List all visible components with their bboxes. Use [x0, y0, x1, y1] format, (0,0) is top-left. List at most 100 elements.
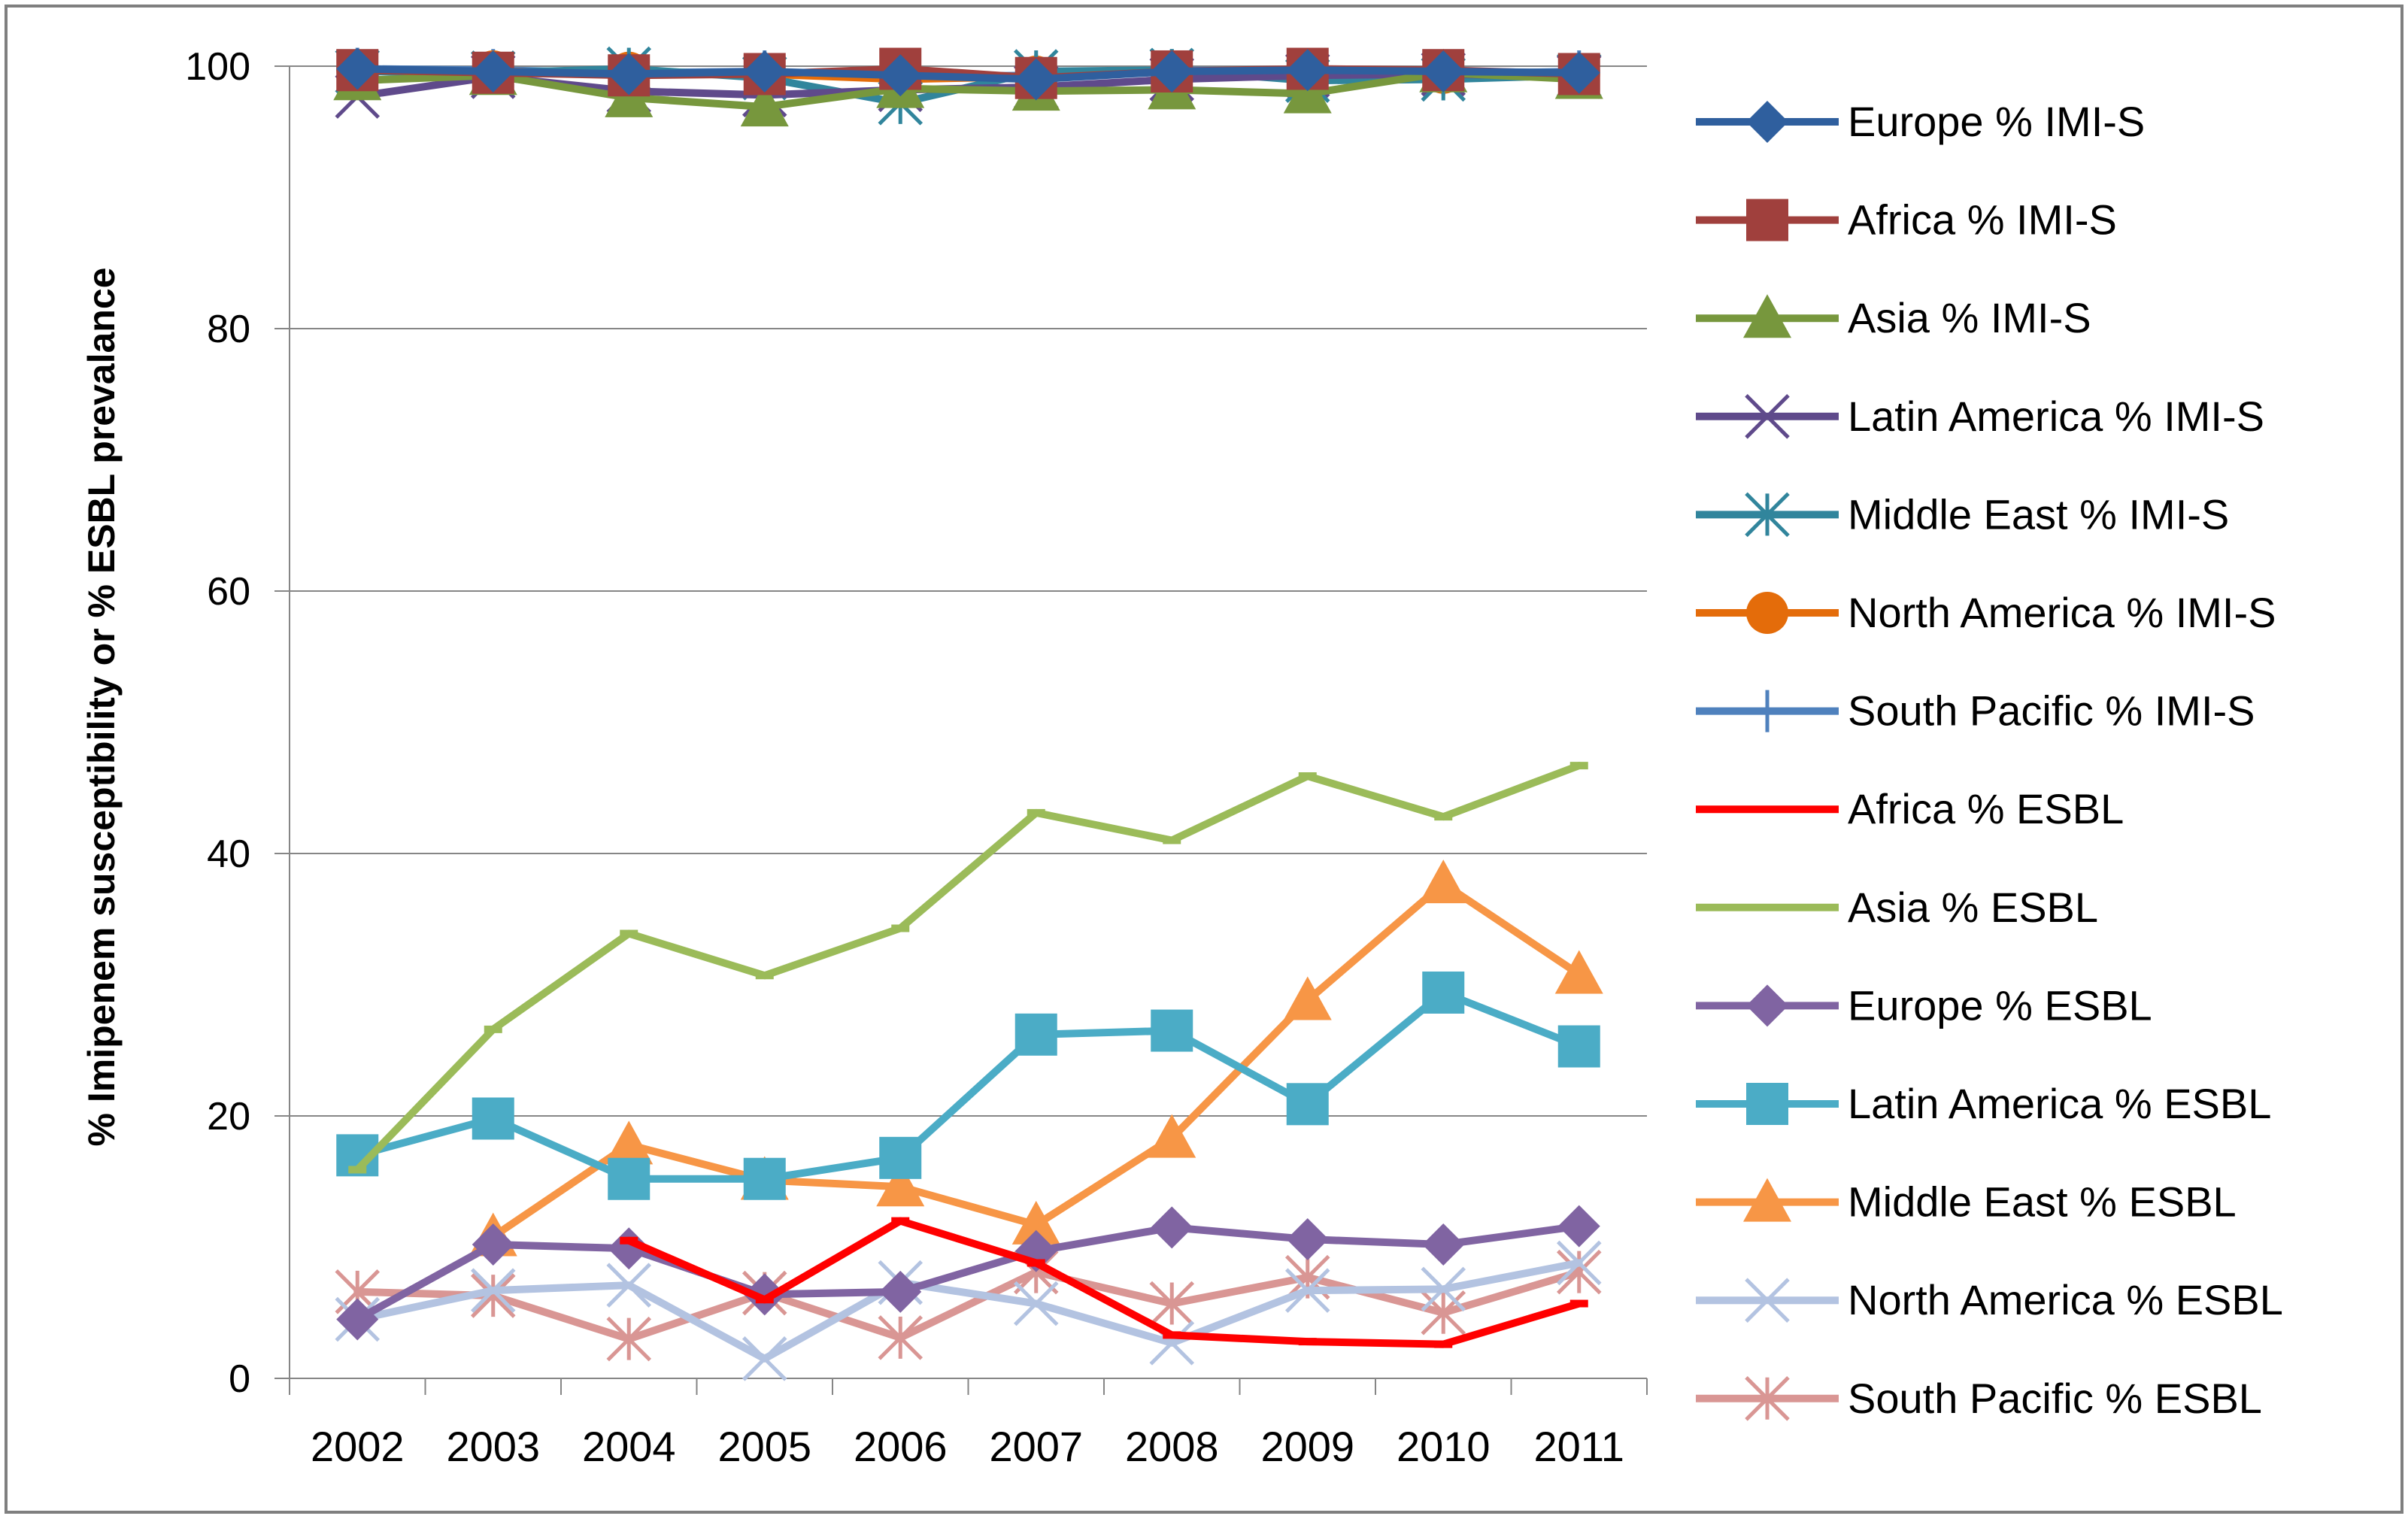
legend-marker [1745, 492, 1790, 538]
series-europe-esbl [336, 1205, 1600, 1341]
data-point [1557, 1025, 1600, 1068]
data-point [336, 47, 379, 90]
legend-entry: Asia % ESBL [1696, 884, 2098, 931]
data-point [1149, 1281, 1195, 1326]
data-point [876, 1163, 925, 1207]
x-tick-label-2006: 2006 [854, 1423, 948, 1470]
data-point [879, 1270, 922, 1313]
data-point [1283, 976, 1332, 1020]
legend-label: Latin America % ESBL [1848, 1080, 2271, 1127]
y-tick-label: 0 [229, 1357, 250, 1401]
legend-entry: Asia % IMI-S [1696, 294, 2091, 341]
data-point [1284, 1268, 1330, 1313]
data-point [743, 50, 786, 92]
data-point [740, 83, 789, 127]
data-point [1286, 1083, 1329, 1126]
data-point [1421, 1266, 1466, 1312]
y-tick-label: 20 [207, 1095, 250, 1138]
data-point [1554, 950, 1603, 994]
data-point [1557, 51, 1600, 94]
y-tick-label: 100 [185, 45, 250, 89]
series-line [353, 762, 1583, 1174]
data-point [1014, 58, 1057, 101]
data-point [879, 54, 922, 97]
legend-entry: Africa % IMI-S [1696, 196, 2117, 244]
chart-border [5, 5, 2403, 1514]
data-point [1286, 49, 1329, 92]
x-tick-label-2009: 2009 [1260, 1423, 1354, 1470]
data-point [1151, 1009, 1193, 1052]
legend-label: South Pacific % ESBL [1848, 1375, 2262, 1422]
x-tick-label-2002: 2002 [311, 1423, 405, 1470]
data-point [1011, 1200, 1060, 1245]
legend-label: Asia % ESBL [1848, 884, 2098, 931]
legend-marker [1746, 1083, 1788, 1125]
data-point [1557, 1205, 1600, 1248]
data-point [608, 1227, 651, 1270]
data-point [879, 1136, 922, 1179]
y-tick-label: 80 [207, 308, 250, 351]
series-line [353, 1268, 1583, 1343]
legend-marker [1743, 1178, 1791, 1222]
legend-marker [1746, 690, 1788, 732]
data-point [1556, 1240, 1602, 1286]
legend-label: Europe % ESBL [1848, 981, 2152, 1029]
series-asia-esbl [348, 762, 1588, 1174]
series-africa-esbl [620, 1217, 1588, 1348]
series-line [353, 68, 1583, 111]
data-point [606, 1263, 652, 1308]
legend-entry: Latin America % IMI-S [1696, 393, 2264, 440]
legend-marker [1746, 984, 1788, 1027]
legend-marker [1745, 1376, 1790, 1421]
data-point [1286, 1218, 1329, 1261]
legend-entry: Latin America % ESBL [1696, 1080, 2271, 1127]
legend-entry: Middle East % IMI-S [1696, 490, 2229, 538]
legend-entry: Europe % ESBL [1696, 981, 2152, 1029]
data-point [470, 1273, 516, 1318]
x-tick-label-2008: 2008 [1125, 1423, 1219, 1470]
series-latin-america-esbl [336, 971, 1600, 1200]
series-line [353, 1222, 1583, 1323]
y-axis-label: % Imipenem susceptibility or % ESBL prev… [80, 268, 123, 1147]
legend-marker [1746, 592, 1788, 634]
series-line [353, 988, 1583, 1183]
data-point [470, 1268, 516, 1313]
series-line [353, 1259, 1583, 1363]
x-tick-label-2004: 2004 [582, 1423, 676, 1470]
data-point [472, 1097, 514, 1140]
series-europe-imi-s [336, 47, 1600, 101]
legend-label: North America % IMI-S [1848, 589, 2276, 636]
data-point [1422, 50, 1465, 92]
legend-label: Middle East % IMI-S [1848, 490, 2229, 538]
x-tick-label-2005: 2005 [717, 1423, 811, 1470]
legend-label: Europe % IMI-S [1848, 98, 2145, 145]
data-point [878, 1315, 923, 1360]
data-point [1419, 860, 1468, 904]
legend-label: South Pacific % IMI-S [1848, 687, 2255, 735]
legend-label: Africa % ESBL [1848, 785, 2124, 832]
data-point [1014, 1013, 1057, 1056]
legend-marker [1745, 394, 1790, 439]
data-point [1151, 1206, 1193, 1249]
data-point [336, 1298, 379, 1341]
data-point [472, 1223, 514, 1266]
data-point [608, 1157, 651, 1200]
legend-entry: Middle East % ESBL [1696, 1178, 2237, 1226]
legend-entry: North America % ESBL [1696, 1276, 2283, 1323]
x-tick-label-2007: 2007 [989, 1423, 1083, 1470]
x-tick-label-2003: 2003 [446, 1423, 540, 1470]
legend-label: North America % ESBL [1848, 1276, 2283, 1323]
series-line [625, 1217, 1583, 1348]
data-point [1556, 1249, 1602, 1295]
data-point [1421, 1290, 1466, 1336]
legend-marker [1743, 294, 1791, 338]
data-point [743, 1273, 786, 1316]
legend-entry: Europe % IMI-S [1696, 98, 2145, 145]
data-point [742, 1336, 787, 1381]
legend-marker [1746, 199, 1788, 241]
data-point [1422, 1223, 1465, 1266]
data-point [472, 50, 514, 92]
legend-label: Africa % IMI-S [1848, 196, 2117, 244]
